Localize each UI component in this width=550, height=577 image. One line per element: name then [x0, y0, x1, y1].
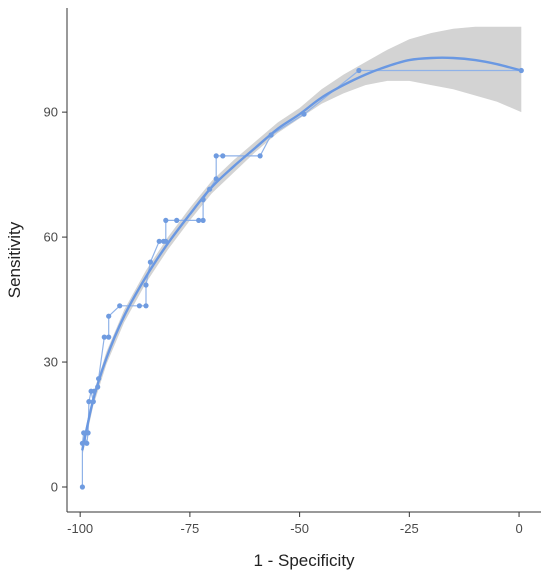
data-point [220, 153, 226, 159]
data-point [90, 399, 96, 405]
data-point [143, 282, 149, 288]
data-point [257, 153, 263, 159]
x-tick-label: -25 [400, 521, 419, 536]
y-tick-label: 90 [44, 105, 58, 120]
y-tick-label: 60 [44, 230, 58, 245]
data-point [91, 388, 97, 394]
smooth-curve-layer [81, 56, 523, 451]
x-axis-title: 1 - Specificity [253, 551, 355, 570]
data-point [200, 217, 206, 223]
data-point [106, 334, 112, 340]
x-tick-label: -100 [67, 521, 93, 536]
x-tick-label: -75 [180, 521, 199, 536]
x-tick-label: 0 [515, 521, 522, 536]
data-point [81, 430, 87, 436]
y-tick-label: 30 [44, 355, 58, 370]
confidence-band [82, 26, 522, 456]
data-point [79, 484, 85, 490]
data-point [147, 259, 153, 265]
confidence-band-layer [82, 26, 522, 456]
data-point [96, 376, 102, 382]
data-point [117, 303, 123, 309]
data-point [86, 399, 92, 405]
data-point [101, 334, 107, 340]
data-point [518, 67, 524, 74]
data-point [136, 303, 142, 309]
y-tick-label: 0 [51, 480, 58, 495]
empirical-points-layer [79, 67, 524, 490]
data-point [143, 303, 149, 309]
data-point [156, 238, 162, 244]
data-point [301, 111, 307, 117]
data-point [213, 153, 219, 159]
axes [66, 8, 541, 513]
data-point [196, 217, 202, 223]
data-point [106, 313, 112, 319]
data-point [200, 197, 206, 203]
y-axis-title: Sensitivity [5, 221, 24, 298]
ticks: -100 -75 -50 -25 0 0 30 60 90 [44, 105, 523, 536]
data-point [268, 132, 274, 138]
data-point [163, 217, 169, 223]
data-point [213, 176, 219, 182]
data-point [85, 430, 91, 436]
smooth-curve [81, 56, 523, 451]
data-point [95, 384, 101, 390]
data-point [356, 67, 362, 74]
data-point [79, 440, 85, 446]
data-point [207, 186, 213, 192]
data-point [174, 217, 180, 223]
data-point [163, 238, 169, 244]
data-point [84, 440, 90, 446]
x-tick-label: -50 [290, 521, 309, 536]
